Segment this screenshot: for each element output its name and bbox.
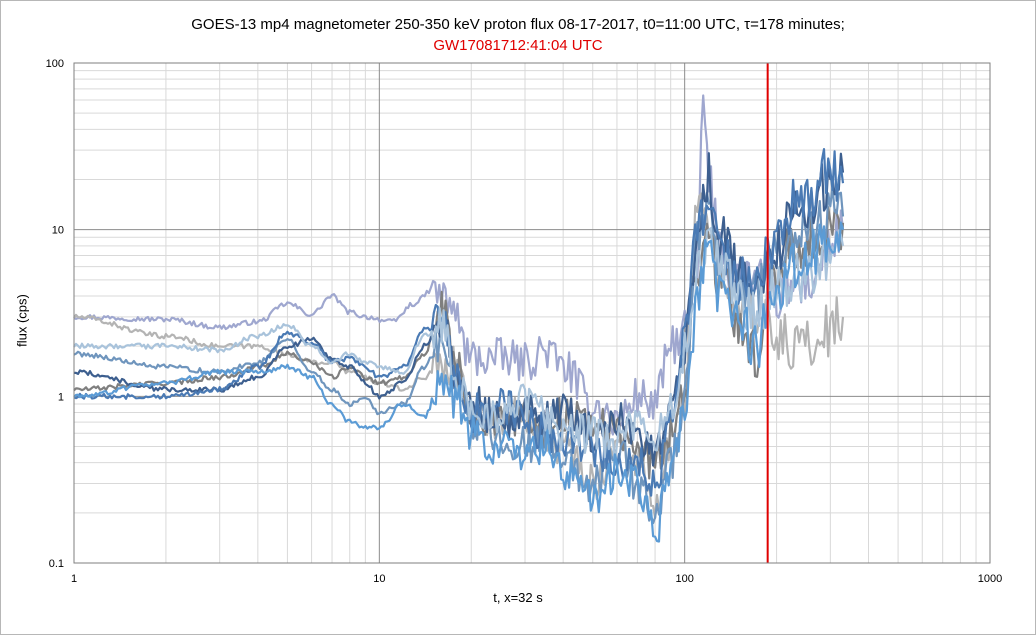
major-gridlines xyxy=(73,63,990,564)
chart-title: GOES-13 mp4 magnetometer 250-350 keV pro… xyxy=(191,16,845,33)
y-tick-label: 1 xyxy=(58,391,64,403)
plot-border xyxy=(73,62,991,564)
x-tick-label: 1000 xyxy=(978,573,1002,585)
y-tick-label: 100 xyxy=(46,58,64,70)
y-tick-label: 10 xyxy=(52,225,64,237)
x-tick-label: 10 xyxy=(373,573,385,585)
minor-gridlines xyxy=(74,63,990,563)
series-layer xyxy=(73,94,845,543)
tick-labels: 1 10 100 1000 0.1 1 10 100 xyxy=(46,58,1003,585)
x-tick-label: 1 xyxy=(71,573,77,585)
series-line-3 xyxy=(73,206,845,480)
x-tick-label: 100 xyxy=(675,573,693,585)
series-line-8 xyxy=(73,221,845,543)
y-axis-label: flux (cps) xyxy=(14,294,30,347)
series-line-7 xyxy=(73,227,845,465)
chart-subtitle: GW17081712:41:04 UTC xyxy=(433,37,603,54)
y-tick-label: 0.1 xyxy=(49,558,64,570)
x-axis-label: t, x=32 s xyxy=(493,590,543,605)
